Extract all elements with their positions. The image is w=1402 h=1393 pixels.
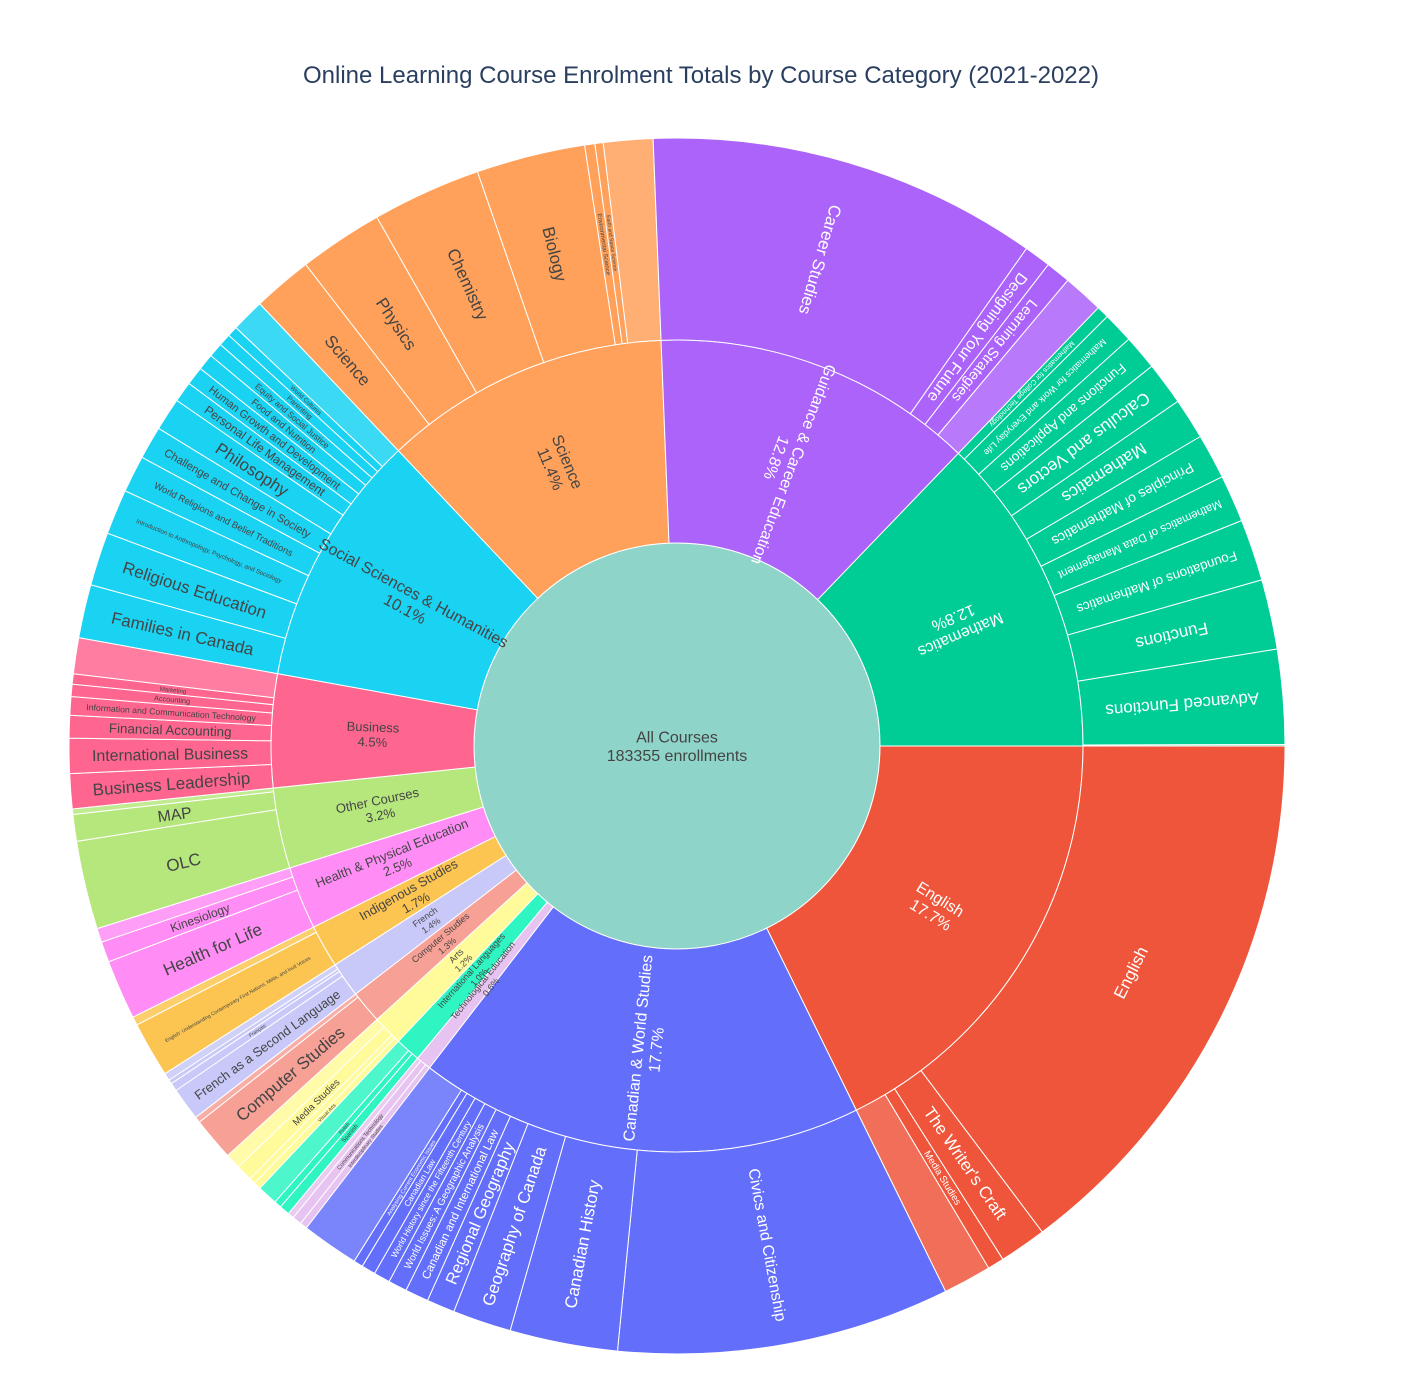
course-other[interactable]: [1082, 744, 1286, 747]
chart-title: Online Learning Course Enrolment Totals …: [303, 62, 1099, 89]
course-label-map: MAP: [157, 805, 193, 826]
course-english[interactable]: [920, 745, 1286, 1233]
category-label-business: Business4.5%: [346, 719, 400, 751]
course-label-accounting: Accounting: [154, 693, 191, 705]
course-label-marketing: Marketing: [159, 686, 186, 696]
course-label-financial-accounting: Financial Accounting: [109, 721, 232, 740]
sunburst-segments: [68, 137, 1286, 1355]
root-label: All Courses 183355 enrollments: [607, 729, 748, 764]
course-label-international-business: International Business: [92, 746, 248, 766]
